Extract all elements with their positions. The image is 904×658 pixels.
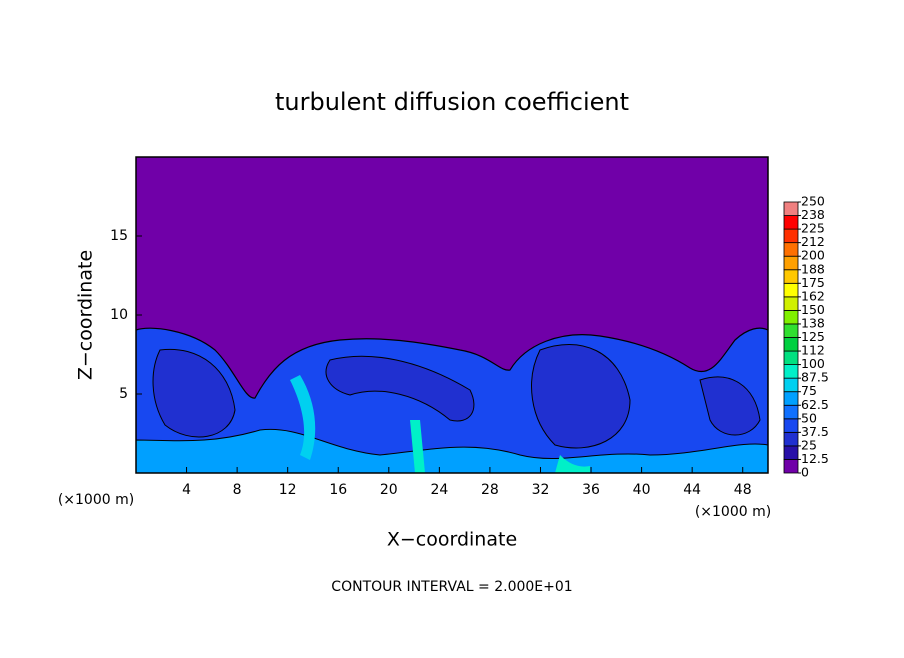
x-tick-label: 8 <box>233 482 242 498</box>
colorbar-swatch <box>783 404 799 420</box>
colorbar-label: 238 <box>801 207 825 222</box>
colorbar-swatch <box>783 364 799 379</box>
colorbar-swatch <box>783 391 799 406</box>
colorbar-swatch <box>783 269 799 284</box>
colorbar-swatch <box>783 337 799 352</box>
x-tick-label: 20 <box>380 482 398 498</box>
colorbar-label: 212 <box>801 234 825 249</box>
colorbar-swatch <box>783 431 799 447</box>
y-tick-label: 5 <box>119 386 128 402</box>
colorbar-label: 62.5 <box>801 397 829 412</box>
colorbar-label: 125 <box>801 329 825 344</box>
colorbar-swatch <box>783 445 799 460</box>
x-axis-label: X−coordinate <box>387 529 517 551</box>
colorbar-swatch <box>783 255 799 271</box>
colorbar-label: 87.5 <box>801 370 829 385</box>
colorbar-label: 188 <box>801 261 825 276</box>
colorbar-label: 250 <box>801 194 825 209</box>
colorbar-swatch <box>783 228 799 244</box>
colorbar-label: 25 <box>801 437 817 452</box>
colorbar-label: 200 <box>801 248 825 263</box>
colorbar-swatch <box>783 282 799 298</box>
colorbar-label: 112 <box>801 343 825 358</box>
colorbar-label: 0 <box>801 465 809 480</box>
colorbar-swatch <box>783 323 799 338</box>
colorbar-swatch <box>783 296 799 311</box>
colorbar-swatch <box>783 418 799 433</box>
colorbar-label: 100 <box>801 356 825 371</box>
colorbar-swatch <box>783 201 799 216</box>
colorbar-swatch <box>783 309 799 325</box>
colorbar-label: 50 <box>801 410 817 425</box>
colorbar-swatch <box>783 215 799 230</box>
x-tick-label: 16 <box>329 482 347 498</box>
colorbar-swatch <box>783 350 799 365</box>
colorbar-swatch <box>783 377 799 393</box>
colorbar-label: 175 <box>801 275 825 290</box>
colorbar-label: 37.5 <box>801 424 829 439</box>
x-tick-label: 48 <box>734 482 752 498</box>
x-tick-label: 36 <box>582 482 600 498</box>
colorbar-label: 75 <box>801 383 817 398</box>
colorbar-label: 225 <box>801 221 825 236</box>
colorbar-swatch <box>783 459 799 474</box>
x-unit: (×1000 m) <box>58 492 134 508</box>
x-tick-label: 24 <box>430 482 448 498</box>
x-tick-label: 44 <box>683 482 701 498</box>
colorbar-swatch <box>783 242 799 257</box>
x-unit: (×1000 m) <box>695 504 771 520</box>
y-tick-label: 10 <box>110 307 128 323</box>
x-tick-label: 32 <box>532 482 550 498</box>
colorbar-label: 150 <box>801 302 825 317</box>
x-tick-label: 12 <box>279 482 297 498</box>
colorbar-label: 138 <box>801 315 825 330</box>
colorbar-label: 162 <box>801 288 825 303</box>
x-tick-label: 28 <box>481 482 499 498</box>
colorbar-label: 12.5 <box>801 451 829 466</box>
x-tick-label: 4 <box>182 482 191 498</box>
y-tick-label: 15 <box>110 228 128 244</box>
y-axis-label: Z−coordinate <box>75 250 97 380</box>
contour-field <box>136 157 768 473</box>
x-tick-label: 40 <box>633 482 651 498</box>
chart-title: turbulent diffusion coefficient <box>275 88 629 116</box>
footer-note: CONTOUR INTERVAL = 2.000E+01 <box>331 579 572 595</box>
